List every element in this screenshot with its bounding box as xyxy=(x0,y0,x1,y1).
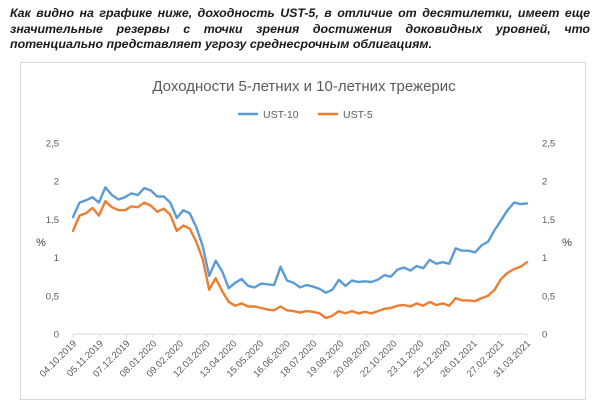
legend-label-ust-5: UST-5 xyxy=(343,109,373,121)
y-tick-label-right: 0,5 xyxy=(542,291,555,302)
line-chart: Доходности 5-летних и 10-летних трежерис… xyxy=(36,78,572,380)
y-tick-label-right: 2 xyxy=(542,177,547,188)
y-tick-label-left: 0,5 xyxy=(46,291,59,302)
y-tick-label-right: 0 xyxy=(542,330,547,341)
series-line-ust-5 xyxy=(71,199,529,320)
legend-label-ust-10: UST-10 xyxy=(263,109,299,121)
y-axis-label-left: % xyxy=(36,237,46,249)
chart-title: Доходности 5-летних и 10-летних трежерис xyxy=(152,78,456,95)
y-tick-label-left: 0 xyxy=(54,330,59,341)
legend: UST-10 UST-5 xyxy=(238,109,373,121)
intro-text: Как видно на графике ниже, доходность US… xyxy=(10,6,590,51)
axes: 0 00,5 0,51 11,5 1,52 22,5 2,504.10.201905.11.… xyxy=(38,139,555,380)
y-tick-label-left: 2 xyxy=(54,177,59,188)
series-line-ust-10 xyxy=(71,186,529,294)
chart-frame: Доходности 5-летних и 10-летних трежерис… xyxy=(20,62,586,400)
y-tick-label-right: 2,5 xyxy=(542,139,555,150)
y-tick-label-right: 1,5 xyxy=(542,215,555,226)
y-axis-label-right: % xyxy=(562,237,572,249)
series-lines xyxy=(71,186,529,320)
y-tick-label-left: 2,5 xyxy=(46,139,59,150)
y-tick-label-left: 1,5 xyxy=(46,215,59,226)
y-tick-label-right: 1 xyxy=(542,253,547,264)
y-tick-label-left: 1 xyxy=(54,253,59,264)
